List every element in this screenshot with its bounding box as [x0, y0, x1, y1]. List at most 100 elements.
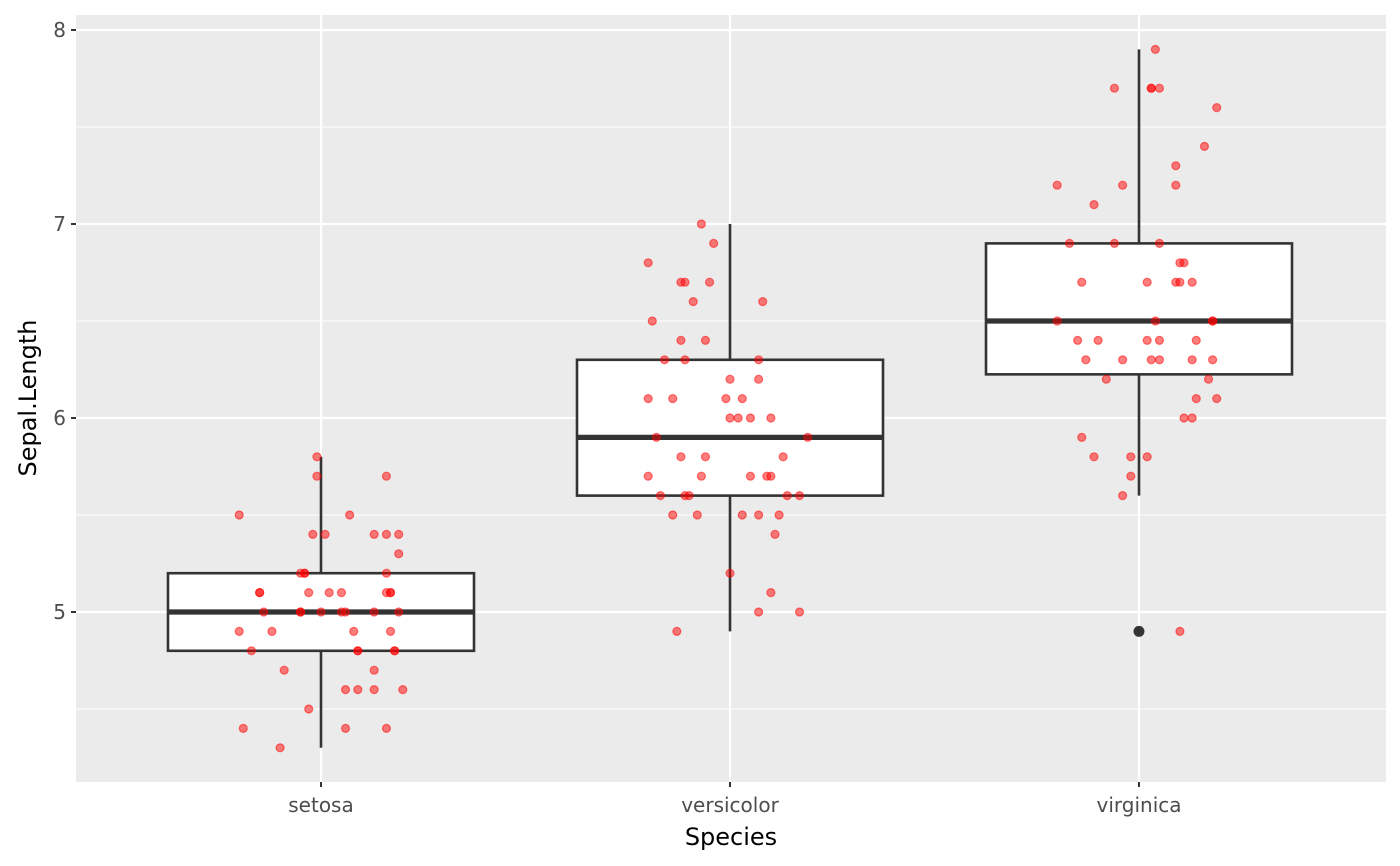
jitter-point — [754, 607, 764, 617]
jitter-point — [312, 471, 322, 481]
jitter-point — [745, 413, 756, 423]
jitter-point — [340, 723, 351, 734]
jitter-point — [680, 277, 690, 287]
x-axis-title: Species — [685, 823, 777, 851]
jitter-point — [700, 335, 711, 345]
jitter-point — [304, 587, 314, 598]
points-virginica — [1052, 44, 1222, 637]
jitter-point — [668, 510, 678, 520]
x-tick-label: virginica — [1097, 793, 1182, 817]
jitter-point — [774, 510, 784, 520]
jitter-point — [709, 238, 719, 248]
jitter-point — [778, 452, 788, 462]
jitter-point — [782, 491, 792, 501]
x-tick-label: versicolor — [681, 793, 779, 817]
jitter-point — [1126, 471, 1136, 481]
jitter-point — [1109, 83, 1120, 93]
jitter-point — [647, 316, 657, 326]
jitter-point — [300, 568, 310, 578]
jitter-point — [1093, 335, 1103, 345]
jitter-point — [1187, 355, 1197, 365]
jitter-point — [345, 510, 355, 520]
jitter-point — [1142, 452, 1152, 462]
jitter-point — [1150, 316, 1160, 326]
jitter-point — [737, 394, 747, 404]
jitter-point — [1052, 316, 1062, 326]
jitter-point — [1064, 238, 1075, 248]
jitter-point — [1089, 452, 1099, 462]
jitter-point — [1154, 355, 1165, 365]
jitter-point — [655, 491, 666, 501]
outlier-point — [1133, 625, 1145, 637]
points-versicolor — [643, 219, 813, 637]
x-axis: setosa versicolor virginica — [288, 782, 1182, 817]
jitter-point — [684, 491, 694, 501]
jitter-point — [295, 607, 306, 617]
jitter-point — [308, 529, 318, 540]
y-axis: 5 6 7 8 — [53, 18, 76, 624]
jitter-point — [1081, 355, 1091, 365]
jitter-point — [1208, 355, 1218, 365]
jitter-point — [1154, 83, 1165, 93]
jitter-point — [737, 510, 747, 520]
jitter-point — [704, 277, 715, 287]
jitter-point — [1203, 374, 1214, 384]
jitter-point — [1191, 394, 1201, 404]
jitter-point — [1179, 258, 1189, 268]
jitter-point — [754, 510, 764, 520]
jitter-point — [1175, 277, 1185, 287]
jitter-points — [234, 44, 1222, 753]
jitter-point — [1175, 626, 1185, 637]
jitter-point — [692, 510, 702, 520]
y-tick-label: 8 — [53, 18, 66, 42]
jitter-point — [234, 626, 244, 637]
jitter-point — [770, 529, 780, 540]
jitter-point — [398, 684, 408, 695]
jitter-point — [745, 471, 756, 481]
jitter-point — [700, 452, 711, 462]
jitter-point — [1126, 452, 1136, 462]
jitter-point — [676, 335, 686, 345]
jitter-point — [766, 413, 776, 423]
jitter-point — [1142, 277, 1152, 287]
jitter-point — [1187, 277, 1197, 287]
jitter-point — [1199, 141, 1210, 151]
y-axis-title: Sepal.Length — [14, 319, 42, 476]
jitter-point — [676, 452, 686, 462]
jitter-point — [279, 665, 289, 675]
jitter-point — [246, 646, 257, 656]
jitter-point — [394, 549, 404, 559]
jitter-point — [275, 743, 285, 753]
jitter-point — [353, 684, 363, 695]
jitter-point — [754, 374, 764, 384]
jitter-point — [794, 607, 805, 617]
jitter-point — [381, 723, 392, 734]
jitter-point — [758, 297, 768, 307]
jitter-point — [340, 607, 351, 617]
jitter-point — [1077, 432, 1087, 442]
jitter-point — [381, 529, 392, 540]
jitter-point — [369, 684, 379, 695]
jitter-point — [688, 297, 698, 307]
jitter-point — [1146, 355, 1156, 365]
jitter-point — [1191, 335, 1201, 345]
jitter-point — [381, 568, 392, 578]
jitter-point — [794, 491, 805, 501]
jitter-point — [733, 413, 743, 423]
jitter-point — [1154, 335, 1165, 345]
jitter-point — [680, 355, 690, 365]
jitter-point — [1212, 102, 1222, 113]
jitter-point — [696, 219, 706, 229]
jitter-point — [1171, 161, 1181, 171]
jitter-point — [1073, 335, 1083, 345]
jitter-point — [643, 394, 653, 404]
jitter-point — [385, 626, 396, 637]
points-setosa — [234, 452, 408, 753]
jitter-point — [340, 684, 351, 695]
jitter-point — [349, 626, 359, 637]
jitter-point — [381, 471, 392, 481]
jitter-point — [369, 529, 379, 540]
y-tick-label: 6 — [53, 406, 66, 430]
jitter-point — [766, 587, 776, 598]
jitter-point — [1154, 238, 1165, 248]
